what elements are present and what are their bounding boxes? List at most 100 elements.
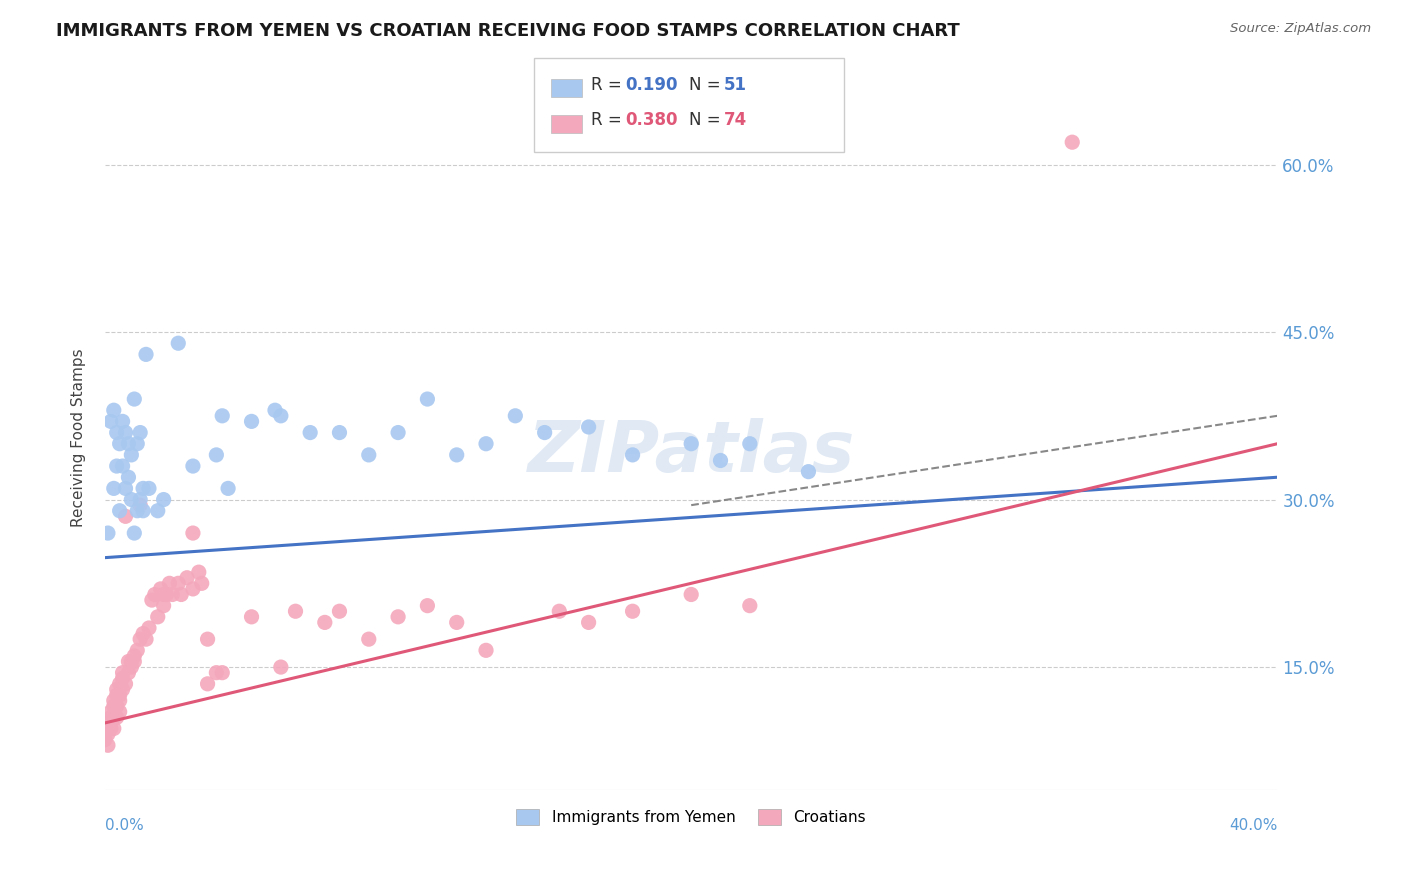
Point (114, 677, 136, 691)
Point (217, 482, 239, 496)
Point (475, 436, 498, 450)
Point (111, 671, 134, 685)
Point (681, 436, 703, 450)
Text: IMMIGRANTS FROM YEMEN VS CROATIAN RECEIVING FOOD STAMPS CORRELATION CHART: IMMIGRANTS FROM YEMEN VS CROATIAN RECEIV… (56, 22, 960, 40)
Point (149, 582, 172, 596)
Point (135, 632, 157, 647)
Point (240, 610, 263, 624)
Point (124, 648, 146, 663)
Point (152, 587, 174, 601)
Point (111, 682, 134, 697)
Point (100, 715, 122, 730)
Point (103, 699, 125, 714)
Point (105, 710, 128, 724)
Point (357, 632, 380, 647)
Point (100, 710, 122, 724)
Point (108, 693, 131, 707)
Point (162, 587, 184, 601)
Point (143, 587, 166, 601)
Point (533, 425, 555, 440)
Point (709, 453, 731, 467)
Point (124, 655, 146, 669)
Point (129, 492, 152, 507)
Text: 51: 51 (724, 76, 747, 94)
Text: 74: 74 (724, 112, 748, 129)
Point (240, 414, 263, 428)
Point (103, 693, 125, 707)
Text: R =: R = (591, 112, 627, 129)
Point (205, 665, 228, 680)
Point (270, 660, 292, 674)
Point (97, 722, 120, 736)
Point (548, 604, 571, 618)
Point (105, 688, 128, 702)
Point (127, 643, 149, 657)
Point (475, 643, 498, 657)
Point (197, 677, 219, 691)
Point (120, 660, 142, 674)
Point (190, 576, 212, 591)
Point (117, 655, 139, 669)
Point (127, 504, 149, 518)
Point (170, 587, 193, 601)
Point (97, 738, 120, 752)
Point (681, 587, 703, 601)
Text: R =: R = (591, 76, 627, 94)
Text: 0.190: 0.190 (626, 76, 678, 94)
Point (1062, 135, 1084, 149)
Point (159, 576, 181, 591)
Point (211, 665, 233, 680)
Point (167, 576, 190, 591)
Point (578, 615, 600, 630)
Point (152, 599, 174, 613)
Point (797, 465, 820, 479)
Point (211, 409, 233, 423)
Point (114, 425, 136, 440)
Point (446, 448, 468, 462)
Point (108, 705, 131, 719)
Point (621, 604, 644, 618)
Point (129, 498, 152, 512)
Point (270, 409, 292, 423)
Point (167, 336, 190, 351)
Point (314, 615, 336, 630)
Point (124, 392, 146, 406)
Point (505, 409, 527, 423)
Point (132, 504, 155, 518)
Point (114, 482, 136, 496)
Point (108, 504, 131, 518)
Point (357, 448, 380, 462)
Point (114, 509, 136, 524)
Point (152, 492, 174, 507)
Point (738, 599, 761, 613)
Point (146, 504, 169, 518)
Point (155, 587, 177, 601)
Point (103, 722, 125, 736)
Point (124, 526, 146, 541)
Point (284, 604, 307, 618)
Point (387, 610, 409, 624)
Point (205, 448, 228, 462)
Point (738, 436, 761, 450)
Text: Source: ZipAtlas.com: Source: ZipAtlas.com (1230, 22, 1371, 36)
Point (111, 665, 134, 680)
Point (446, 615, 468, 630)
Point (181, 458, 204, 473)
Point (94, 732, 117, 747)
Text: N =: N = (689, 76, 725, 94)
Point (105, 458, 128, 473)
Point (103, 710, 125, 724)
Point (197, 632, 219, 647)
Point (146, 610, 169, 624)
Point (387, 425, 409, 440)
Point (141, 593, 163, 607)
Point (117, 665, 139, 680)
Point (127, 436, 149, 450)
Point (108, 436, 131, 450)
Point (111, 458, 134, 473)
Point (328, 604, 350, 618)
Point (120, 492, 142, 507)
Point (135, 347, 157, 361)
Point (97, 715, 120, 730)
Point (132, 626, 155, 640)
